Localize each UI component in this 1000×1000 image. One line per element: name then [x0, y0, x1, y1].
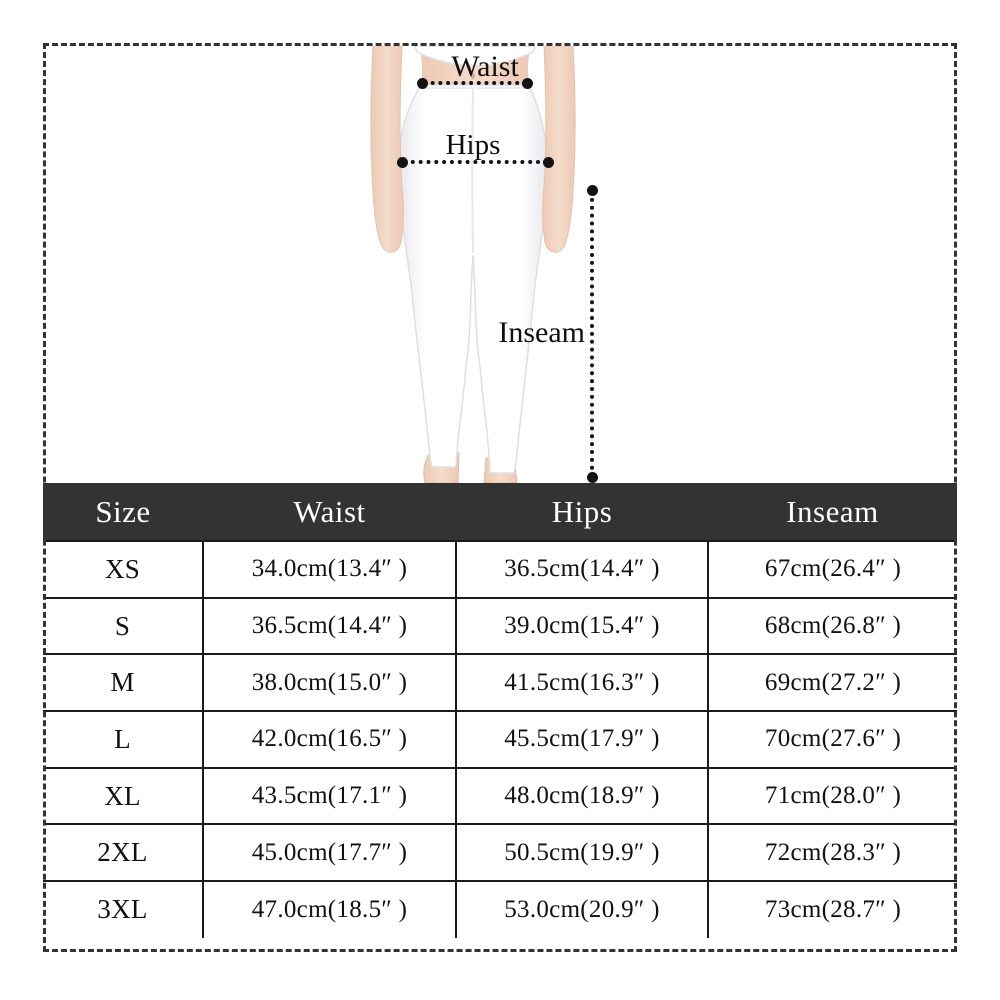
hips-cell: 50.5cm(19.9″ ): [455, 823, 709, 883]
inseam-cell: 71cm(28.0″ ): [707, 766, 957, 826]
size-chart-table: Size Waist Hips Inseam XS 34.0cm(13.4″ )…: [43, 483, 957, 938]
waist-cell: 45.0cm(17.7″ ): [202, 823, 457, 883]
navel: [471, 72, 475, 80]
size-cell: S: [43, 596, 204, 656]
leggings-body: [398, 84, 548, 474]
endpoint-dot: [417, 77, 428, 89]
endpoint-dot: [586, 472, 598, 483]
header-inseam: Inseam: [708, 483, 957, 541]
crop-top: [414, 46, 536, 67]
size-cell: L: [43, 710, 204, 769]
table-row: M 38.0cm(15.0″ ) 41.5cm(16.3″ ) 69cm(27.…: [43, 653, 957, 713]
waist-cell: 42.0cm(16.5″ ): [202, 710, 457, 769]
table-header-row: Size Waist Hips Inseam: [43, 483, 957, 541]
waist-cell: 43.5cm(17.1″ ): [202, 766, 457, 826]
size-cell: 3XL: [43, 880, 204, 938]
endpoint-dot: [522, 77, 533, 89]
center-seam: [471, 86, 474, 254]
inseam-cell: 67cm(26.4″ ): [707, 540, 957, 599]
table-row: S 36.5cm(14.4″ ) 39.0cm(15.4″ ) 68cm(26.…: [43, 596, 957, 656]
hips-cell: 53.0cm(20.9″ ): [455, 880, 709, 938]
waist-cell: 34.0cm(13.4″ ): [202, 540, 457, 599]
inseam-cell: 68cm(26.8″ ): [707, 596, 957, 656]
table-row: L 42.0cm(16.5″ ) 45.5cm(17.9″ ) 70cm(27.…: [43, 710, 957, 769]
endpoint-dot: [543, 156, 554, 168]
left-arm: [370, 46, 404, 253]
table-row: XL 43.5cm(17.1″ ) 48.0cm(18.9″ ) 71cm(28…: [43, 766, 957, 826]
model-photo: [370, 46, 576, 483]
inseam-measure-line: [586, 185, 598, 483]
header-hips: Hips: [456, 483, 708, 541]
endpoint-dot: [586, 185, 598, 196]
inseam-cell: 73cm(28.7″ ): [707, 880, 957, 938]
header-size: Size: [43, 483, 203, 541]
inseam-measure-label: Inseam: [498, 316, 585, 349]
hips-cell: 39.0cm(15.4″ ): [455, 596, 709, 656]
size-cell: M: [43, 653, 204, 713]
table-row: 2XL 45.0cm(17.7″ ) 50.5cm(19.9″ ) 72cm(2…: [43, 823, 957, 883]
hips-cell: 45.5cm(17.9″ ): [455, 710, 709, 769]
inseam-cell: 72cm(28.3″ ): [707, 823, 957, 883]
waist-cell: 38.0cm(15.0″ ): [202, 653, 457, 713]
table-row: 3XL 47.0cm(18.5″ ) 53.0cm(20.9″ ) 73cm(2…: [43, 880, 957, 938]
header-waist: Waist: [203, 483, 456, 541]
inseam-cell: 69cm(27.2″ ): [707, 653, 957, 713]
hips-cell: 48.0cm(18.9″ ): [455, 766, 709, 826]
size-cell: XL: [43, 766, 204, 826]
table-row: XS 34.0cm(13.4″ ) 36.5cm(14.4″ ) 67cm(26…: [43, 540, 957, 599]
size-cell: XS: [43, 540, 204, 599]
hips-measure-label: Hips: [445, 129, 501, 161]
hips-cell: 36.5cm(14.4″ ): [455, 540, 709, 599]
waist-cell: 36.5cm(14.4″ ): [202, 596, 457, 656]
waist-measure-line: [417, 77, 533, 89]
size-cell: 2XL: [43, 823, 204, 883]
endpoint-dot: [397, 156, 408, 168]
hips-measure-line: [397, 156, 554, 168]
waist-cell: 47.0cm(18.5″ ): [202, 880, 457, 938]
hips-cell: 41.5cm(16.3″ ): [455, 653, 709, 713]
waist-measure-label: Waist: [451, 50, 519, 83]
right-arm: [542, 46, 576, 253]
inseam-cell: 70cm(27.6″ ): [707, 710, 957, 769]
